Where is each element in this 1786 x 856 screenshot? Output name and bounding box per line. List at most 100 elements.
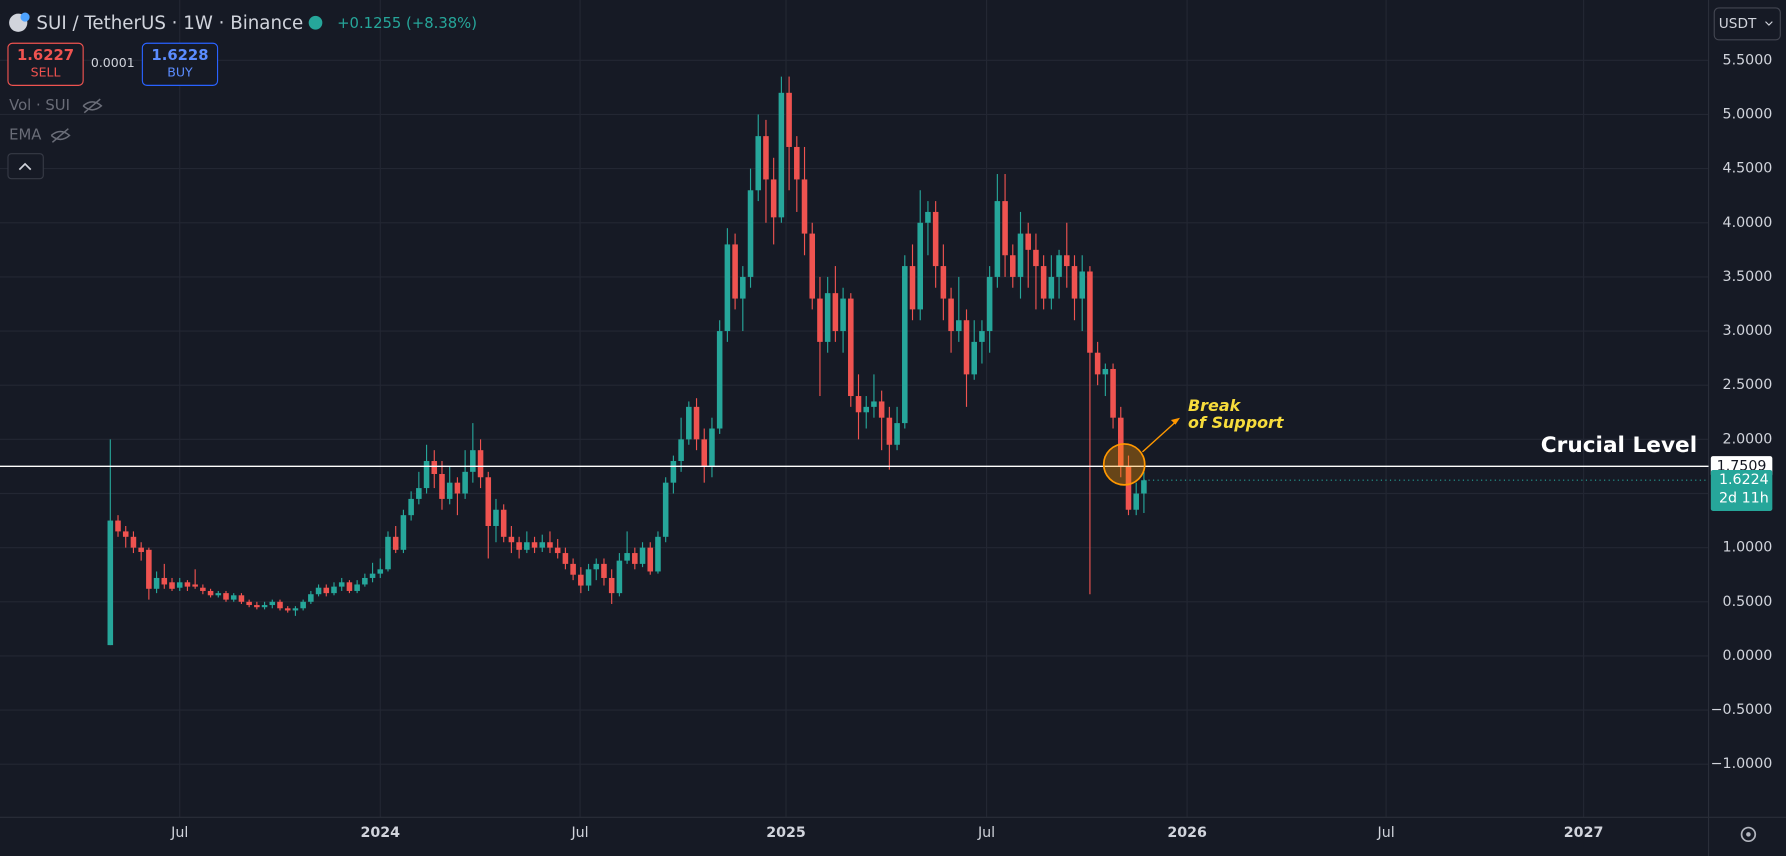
candle-body (1048, 276, 1055, 299)
y-tick-label: 5.0000 (1723, 106, 1773, 122)
candle-body (809, 233, 816, 299)
x-tick-label: 2025 (766, 825, 806, 841)
overlays: Break of Support (1102, 396, 1285, 486)
candle-body (261, 605, 268, 608)
level-label: Crucial Level (1541, 433, 1697, 458)
candle-body (269, 601, 276, 606)
buy-label: BUY (167, 64, 193, 79)
candle-body (146, 549, 152, 589)
y-tick-label: 0.5000 (1723, 594, 1773, 610)
candle-body (485, 477, 492, 526)
y-tick-label: 0.0000 (1723, 648, 1773, 664)
candle-body (230, 595, 237, 600)
candle-body (539, 542, 546, 548)
candle-body (632, 553, 638, 564)
candle-body (616, 560, 623, 594)
collapse-icon (18, 162, 32, 171)
candle-body (932, 211, 939, 267)
candle-body (585, 569, 592, 586)
x-tick-label: 2026 (1167, 825, 1207, 841)
candle-body (408, 498, 414, 516)
annotation-text: of Support (1188, 413, 1285, 432)
candle-body (254, 605, 260, 608)
candle-body (732, 244, 738, 299)
currency-select[interactable] (1713, 7, 1781, 41)
grid (0, 0, 1709, 818)
candle-body (909, 266, 916, 310)
indicator-label[interactable]: Vol · SUI (9, 97, 70, 114)
candle-body (161, 577, 168, 585)
x-tick-label: Jul (977, 825, 995, 841)
candle-body (747, 190, 754, 277)
candle-body (1025, 233, 1031, 250)
candle-body (801, 179, 808, 234)
candle-body (979, 331, 985, 342)
candle-body (508, 536, 515, 543)
candle-body (570, 563, 576, 575)
candle-body (1079, 271, 1085, 299)
candle-body (1110, 368, 1116, 418)
candle-body (1071, 266, 1078, 299)
price-change: +0.1255 (+8.38%) (337, 15, 477, 32)
settings-icon[interactable] (1740, 826, 1757, 843)
candle-body (107, 520, 114, 646)
candle-body (547, 542, 553, 548)
candle-body (701, 439, 708, 467)
candle-body (824, 293, 831, 342)
candle-body (338, 582, 345, 587)
candle-body (1064, 255, 1070, 267)
y-tick-label: 1.0000 (1723, 540, 1773, 556)
candle-body (446, 482, 453, 499)
buy-button[interactable] (141, 42, 219, 86)
dropdown-icon (1765, 21, 1773, 26)
candle-body (454, 482, 461, 494)
candle-body (971, 341, 977, 375)
candle-body (1133, 493, 1139, 510)
candle-body (323, 587, 330, 594)
candle-body (817, 298, 823, 342)
symbol-icon (20, 12, 30, 22)
candle-body (122, 531, 129, 537)
candle-body (1002, 201, 1008, 256)
candle-body (1010, 255, 1016, 277)
y-tick-label: −1.0000 (1711, 756, 1773, 772)
candle-body (524, 542, 530, 550)
collapse-button[interactable] (7, 153, 44, 180)
candle-body (315, 587, 322, 595)
hide-icon[interactable] (82, 98, 103, 114)
candle-body (763, 136, 769, 180)
hide-icon[interactable] (50, 128, 71, 143)
y-tick-label: 2.0000 (1723, 431, 1773, 447)
candle-body (948, 298, 954, 332)
candle-body (138, 547, 144, 552)
candle-body (832, 293, 839, 332)
candle-body (1017, 233, 1024, 277)
candle-body (639, 547, 646, 564)
symbol-title[interactable]: SUI / TetherUS · 1W · Binance (36, 13, 303, 34)
x-tick-label: Jul (570, 825, 588, 841)
candle-body (608, 577, 615, 594)
candle-body (300, 601, 306, 609)
candle-body (986, 276, 993, 332)
candle-body (238, 595, 245, 602)
candle-body (878, 401, 885, 418)
sell-button[interactable] (7, 42, 84, 86)
candle-body (184, 582, 191, 587)
candle-body (223, 593, 229, 600)
candle-body (886, 417, 893, 445)
candle-body (709, 428, 715, 467)
candle-body (1040, 266, 1047, 299)
candle-body (516, 542, 522, 550)
candle-body (1102, 368, 1109, 375)
candle-body (1033, 249, 1039, 267)
y-tick-label: 3.5000 (1723, 269, 1773, 285)
indicator-label[interactable]: EMA (9, 126, 41, 143)
candle-body (462, 471, 468, 494)
candle-body (477, 450, 484, 478)
candle-body (354, 584, 360, 591)
candle-body (246, 601, 252, 606)
candle-body (292, 608, 299, 611)
market-status (308, 15, 323, 30)
